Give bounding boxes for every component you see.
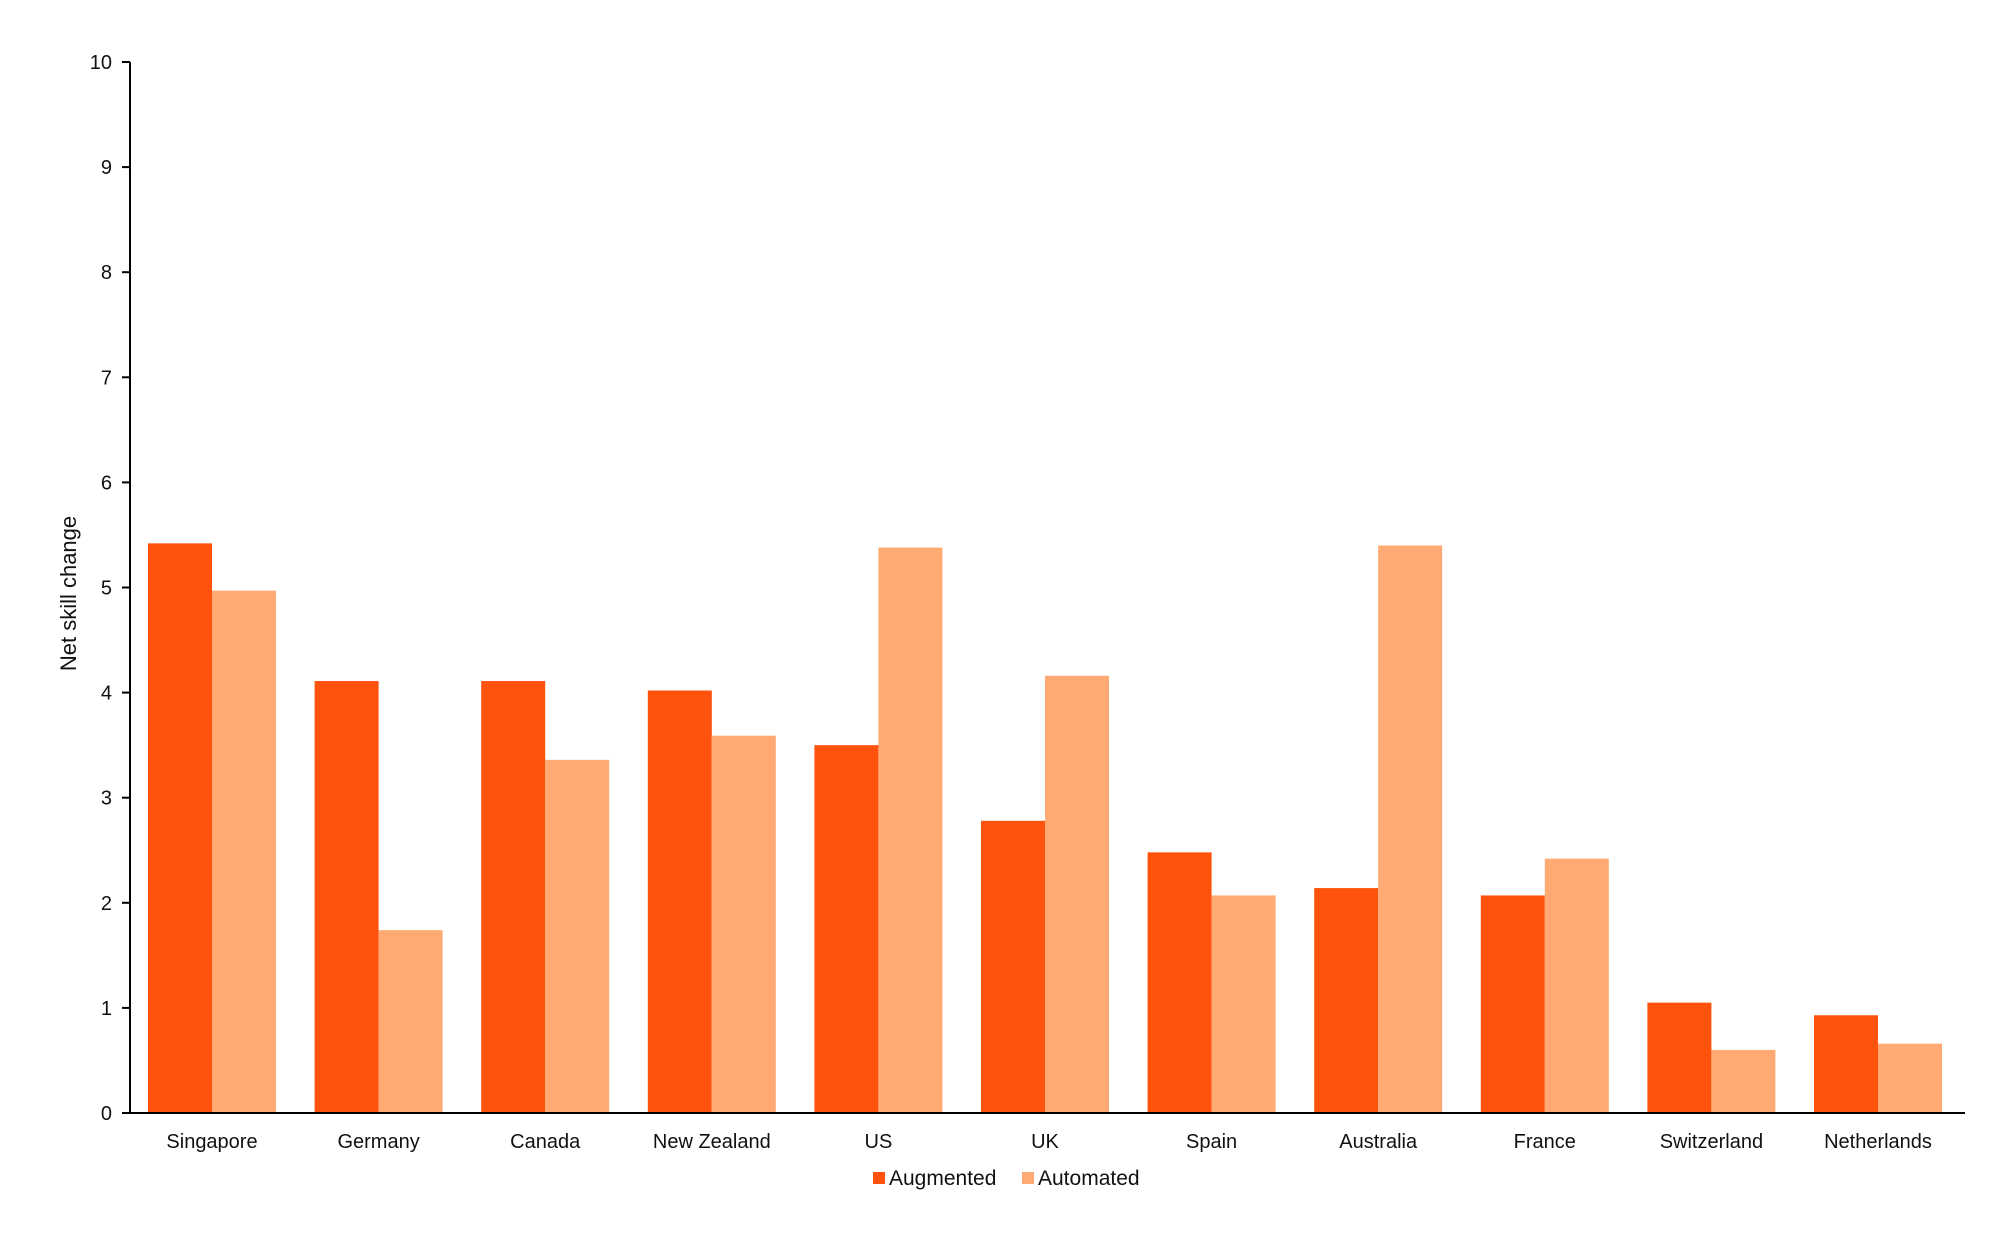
y-tick-label: 10 xyxy=(90,52,112,74)
bar-augmented-germany xyxy=(314,681,379,1113)
bar-automated-netherlands xyxy=(1878,1043,1942,1113)
bar-augmented-canada xyxy=(481,681,546,1113)
y-tick-label: 5 xyxy=(101,578,112,600)
x-tick-label-new-zealand: New Zealand xyxy=(653,1131,771,1153)
bar-automated-switzerland xyxy=(1711,1049,1776,1113)
bar-automated-spain xyxy=(1211,895,1276,1113)
y-tick-label: 4 xyxy=(101,683,112,705)
x-tick-label-spain: Spain xyxy=(1186,1131,1237,1153)
legend-label-automated: Automated xyxy=(1038,1167,1140,1190)
bars-group xyxy=(148,543,1942,1113)
y-axis-ticks: 0 1 2 3 4 5 6 7 8 9 10 xyxy=(90,52,130,1125)
bar-augmented-singapore xyxy=(148,543,212,1113)
x-tick-label-us: US xyxy=(865,1131,893,1153)
bar-automated-germany xyxy=(378,930,443,1113)
y-tick-label: 2 xyxy=(101,893,112,915)
bar-augmented-spain xyxy=(1147,852,1212,1113)
legend-swatch-augmented xyxy=(873,1172,885,1184)
bar-augmented-uk xyxy=(981,820,1045,1113)
x-axis-labels: Singapore Germany Canada New Zealand US UK Spa… xyxy=(166,1131,1932,1153)
y-tick-label: 8 xyxy=(101,262,112,284)
x-tick-label-netherlands: Netherlands xyxy=(1824,1131,1932,1153)
bar-augmented-netherlands xyxy=(1814,1015,1878,1113)
y-tick-label: 7 xyxy=(101,367,112,389)
bar-automated-singapore xyxy=(212,590,276,1113)
bar-augmented-new-zealand xyxy=(647,690,712,1113)
bar-automated-australia xyxy=(1378,545,1443,1113)
bar-augmented-australia xyxy=(1314,888,1379,1113)
y-tick-label: 1 xyxy=(101,998,112,1020)
bar-automated-us xyxy=(878,547,943,1113)
x-tick-label-canada: Canada xyxy=(510,1131,581,1153)
bar-augmented-france xyxy=(1480,895,1545,1113)
bar-automated-canada xyxy=(545,759,610,1113)
legend-label-augmented: Augmented xyxy=(889,1167,996,1190)
legend: Augmented Automated xyxy=(873,1167,1140,1190)
y-tick-label: 9 xyxy=(101,157,112,179)
x-tick-label-australia: Australia xyxy=(1339,1131,1418,1153)
bar-augmented-us xyxy=(814,745,879,1113)
bar-automated-france xyxy=(1544,858,1609,1113)
x-tick-label-uk: UK xyxy=(1031,1131,1059,1153)
bar-automated-new-zealand xyxy=(711,735,776,1113)
x-tick-label-switzerland: Switzerland xyxy=(1660,1131,1763,1153)
y-axis-title: Net skill change xyxy=(56,516,81,671)
y-tick-label: 0 xyxy=(101,1103,112,1125)
bar-augmented-switzerland xyxy=(1647,1002,1712,1113)
y-tick-label: 3 xyxy=(101,788,112,810)
legend-swatch-automated xyxy=(1022,1172,1034,1184)
y-tick-label: 6 xyxy=(101,472,112,494)
x-tick-label-france: France xyxy=(1514,1131,1576,1153)
bar-automated-uk xyxy=(1045,675,1109,1113)
x-tick-label-germany: Germany xyxy=(337,1131,419,1153)
x-tick-label-singapore: Singapore xyxy=(166,1131,257,1153)
